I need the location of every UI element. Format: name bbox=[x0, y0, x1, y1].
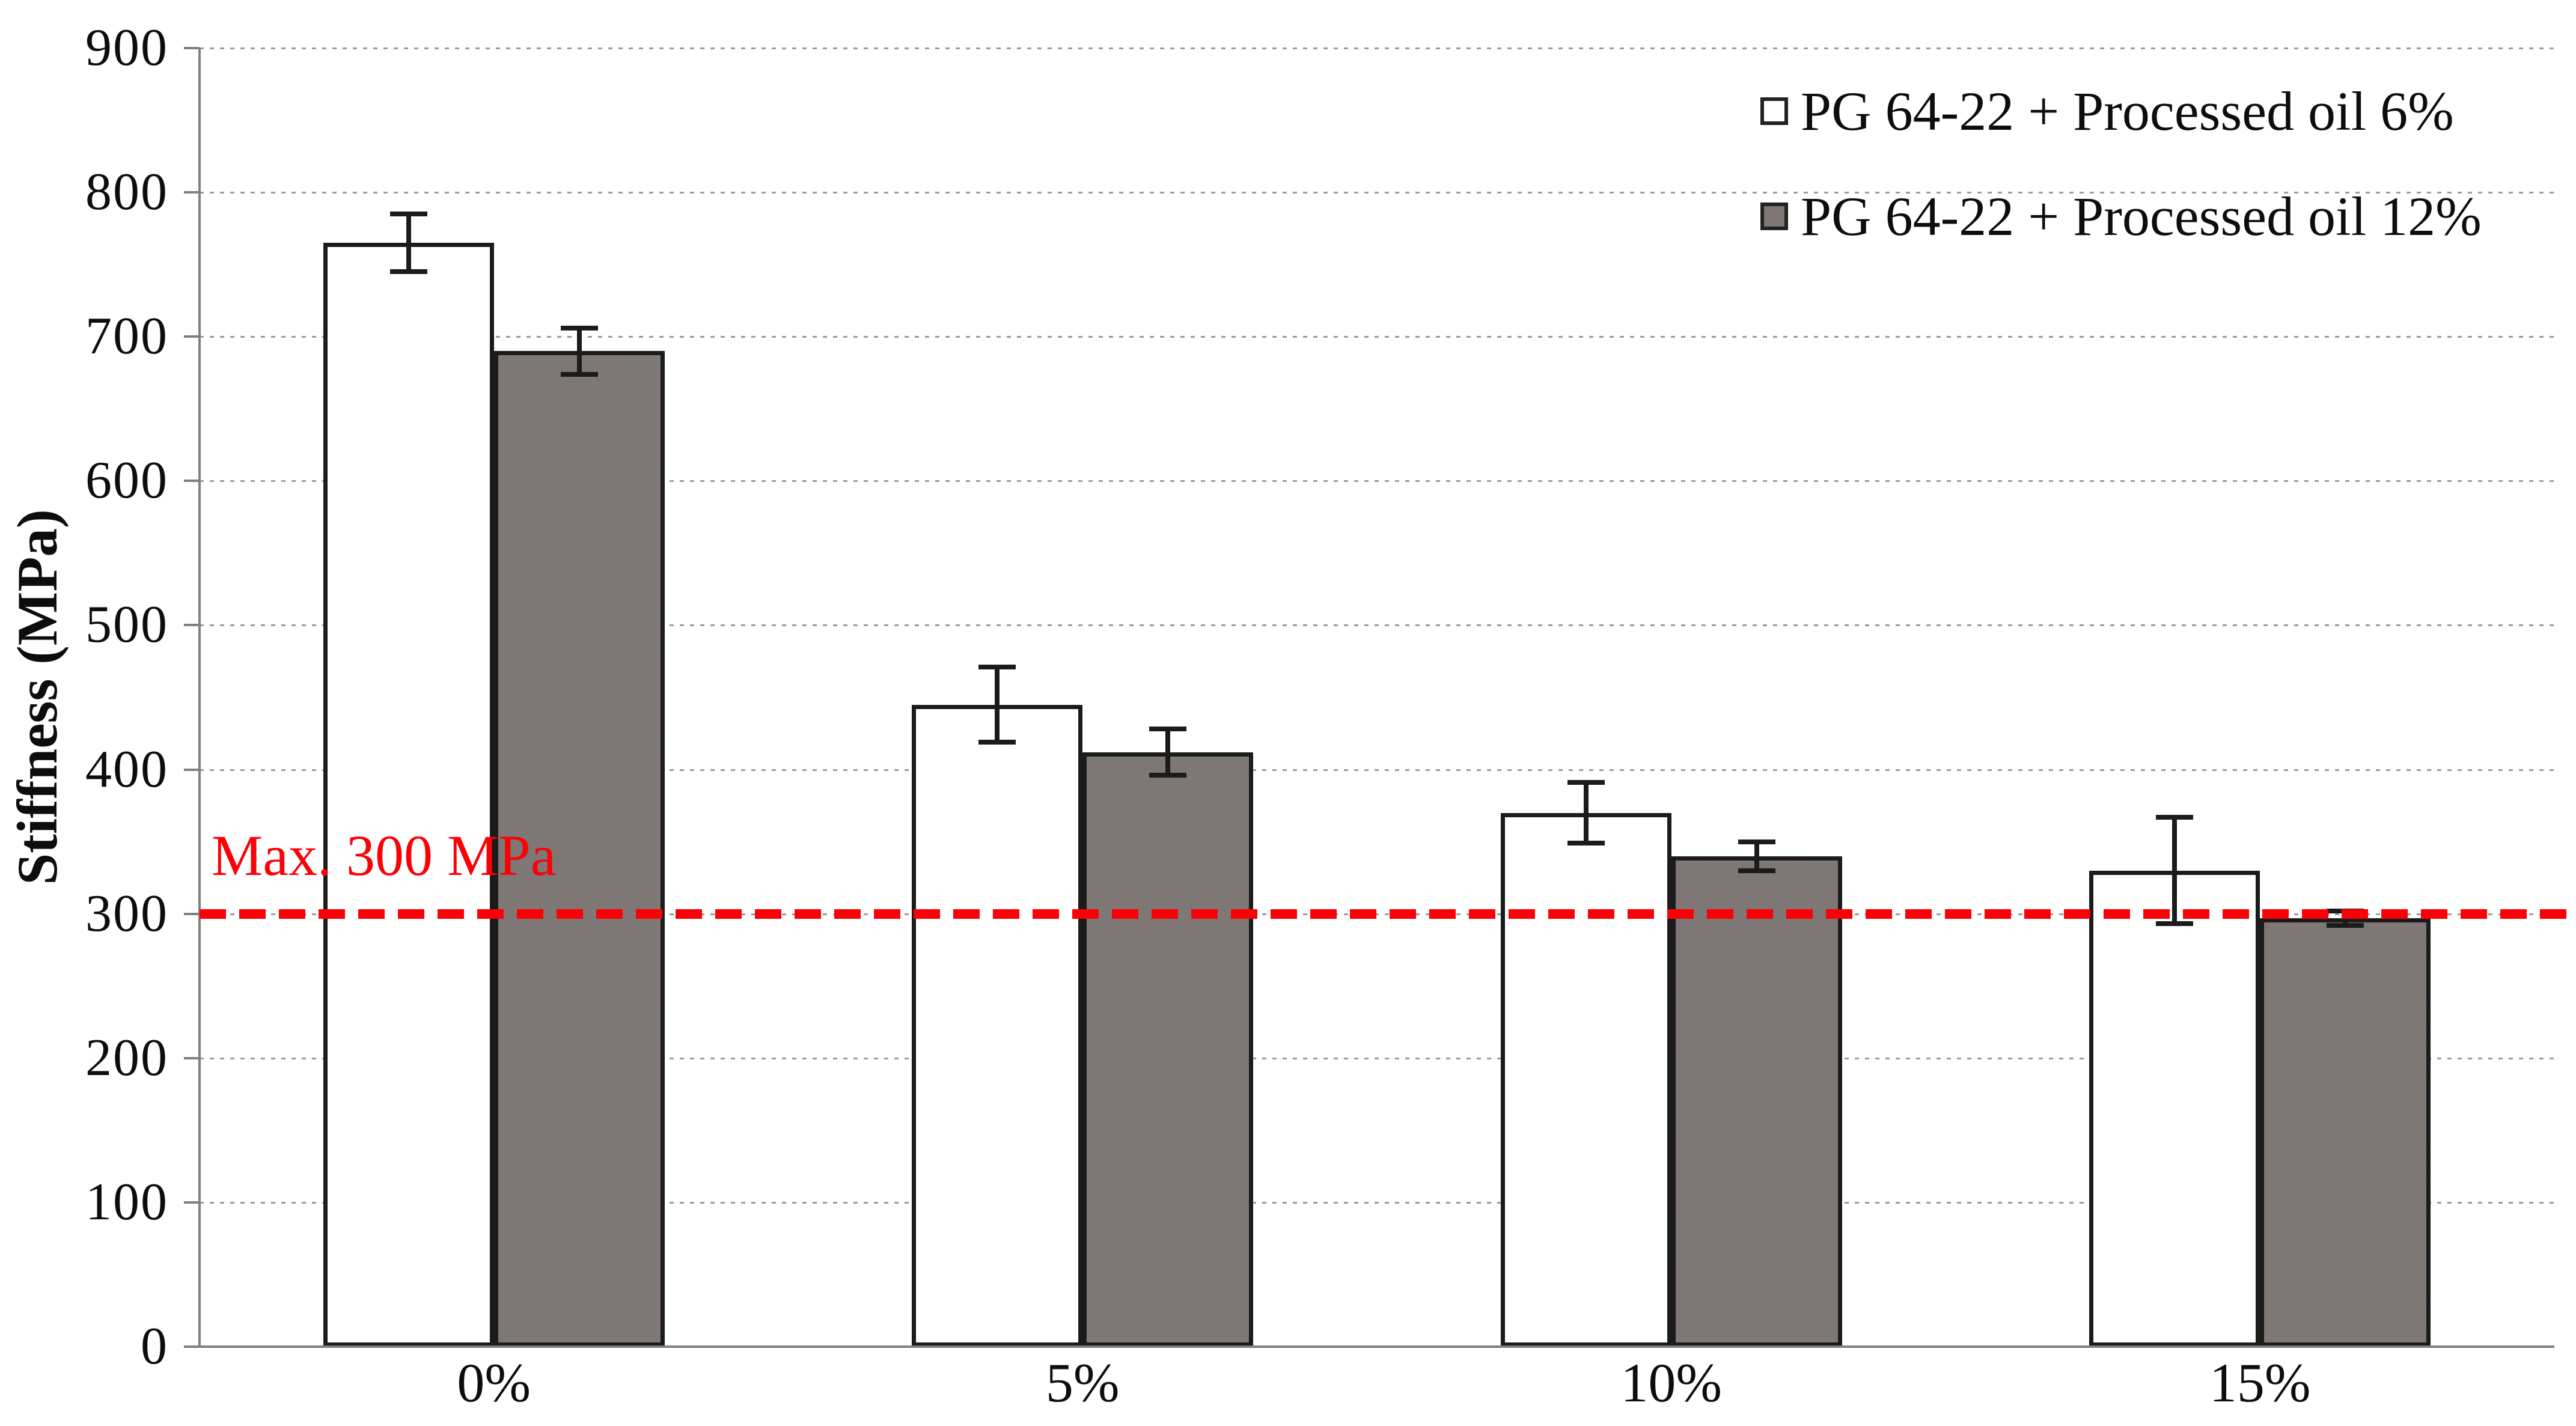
error-cap-bottom-10%-series2 bbox=[1738, 868, 1775, 873]
y-tick-label-400: 400 bbox=[85, 740, 168, 799]
bar-0%-series1 bbox=[323, 243, 494, 1347]
plot-area bbox=[200, 47, 2554, 1347]
bar-5%-series2 bbox=[1082, 752, 1254, 1347]
legend-swatch-series1 bbox=[1760, 97, 1788, 125]
y-tick-600 bbox=[184, 480, 200, 483]
y-axis-title: Stiffness (MPa) bbox=[5, 509, 69, 885]
error-cap-top-0%-series2 bbox=[560, 325, 598, 331]
y-tick-label-800: 800 bbox=[85, 163, 168, 222]
y-tick-200 bbox=[184, 1056, 200, 1059]
y-tick-label-0: 0 bbox=[141, 1317, 168, 1376]
bar-15%-series1 bbox=[2089, 870, 2260, 1347]
bar-0%-series2 bbox=[493, 351, 665, 1347]
y-tick-400 bbox=[184, 768, 200, 771]
legend-label-series2: PG 64-22 + Processed oil 12% bbox=[1801, 186, 2482, 247]
y-tick-500 bbox=[184, 624, 200, 627]
gridline-500 bbox=[200, 624, 2554, 627]
gridline-700 bbox=[200, 336, 2554, 338]
y-tick-label-200: 200 bbox=[85, 1028, 168, 1087]
error-bar-10%-series1 bbox=[1583, 782, 1589, 843]
error-cap-bottom-0%-series1 bbox=[389, 269, 427, 275]
bar-15%-series2 bbox=[2260, 918, 2431, 1347]
y-tick-100 bbox=[184, 1201, 200, 1204]
reference-line-label: Max. 300 MPa bbox=[212, 823, 557, 888]
x-axis-label-10%: 10% bbox=[1620, 1352, 1723, 1413]
error-cap-top-15%-series1 bbox=[2156, 814, 2194, 820]
gridline-900 bbox=[200, 47, 2554, 49]
y-tick-label-300: 300 bbox=[85, 884, 168, 943]
error-cap-bottom-10%-series1 bbox=[1567, 841, 1605, 846]
legend-swatch-series2 bbox=[1760, 203, 1788, 230]
gridline-400 bbox=[200, 769, 2554, 771]
error-cap-bottom-5%-series1 bbox=[978, 739, 1016, 745]
y-tick-label-600: 600 bbox=[85, 451, 168, 510]
error-bar-5%-series2 bbox=[1165, 729, 1171, 776]
error-bar-0%-series1 bbox=[406, 214, 411, 272]
error-cap-top-5%-series1 bbox=[978, 665, 1016, 670]
y-tick-label-100: 100 bbox=[85, 1172, 168, 1231]
reference-line-300 bbox=[200, 909, 2576, 919]
error-cap-top-10%-series1 bbox=[1567, 780, 1605, 785]
error-cap-bottom-0%-series2 bbox=[560, 371, 598, 377]
bar-5%-series1 bbox=[912, 704, 1083, 1347]
y-tick-700 bbox=[184, 335, 200, 338]
error-bar-0%-series2 bbox=[576, 328, 582, 374]
error-cap-bottom-15%-series1 bbox=[2156, 921, 2194, 927]
error-cap-bottom-5%-series2 bbox=[1149, 773, 1187, 778]
gridline-600 bbox=[200, 480, 2554, 483]
y-tick-300 bbox=[184, 912, 200, 915]
gridline-800 bbox=[200, 192, 2554, 194]
y-axis-line bbox=[198, 48, 201, 1347]
y-tick-label-700: 700 bbox=[85, 307, 168, 366]
y-tick-0 bbox=[184, 1345, 200, 1348]
x-axis-label-15%: 15% bbox=[2209, 1352, 2311, 1413]
error-bar-10%-series2 bbox=[1754, 841, 1759, 871]
x-axis-baseline bbox=[184, 1345, 2554, 1348]
y-tick-900 bbox=[184, 47, 200, 49]
bar-10%-series2 bbox=[1671, 856, 1842, 1347]
error-cap-bottom-15%-series2 bbox=[2327, 922, 2364, 928]
error-cap-top-10%-series2 bbox=[1738, 839, 1775, 844]
gridline-200 bbox=[200, 1057, 2554, 1059]
error-cap-top-5%-series2 bbox=[1149, 727, 1187, 732]
error-cap-top-0%-series1 bbox=[389, 212, 427, 217]
x-axis-label-5%: 5% bbox=[1045, 1352, 1120, 1413]
error-bar-5%-series1 bbox=[995, 667, 1000, 742]
bar-10%-series1 bbox=[1500, 812, 1671, 1347]
y-tick-label-900: 900 bbox=[85, 19, 168, 77]
legend-label-series1: PG 64-22 + Processed oil 6% bbox=[1801, 81, 2454, 142]
error-bar-15%-series1 bbox=[2172, 817, 2178, 924]
y-tick-label-500: 500 bbox=[85, 596, 168, 654]
gridline-100 bbox=[200, 1201, 2554, 1204]
x-axis-label-0%: 0% bbox=[457, 1352, 531, 1413]
y-tick-800 bbox=[184, 191, 200, 194]
